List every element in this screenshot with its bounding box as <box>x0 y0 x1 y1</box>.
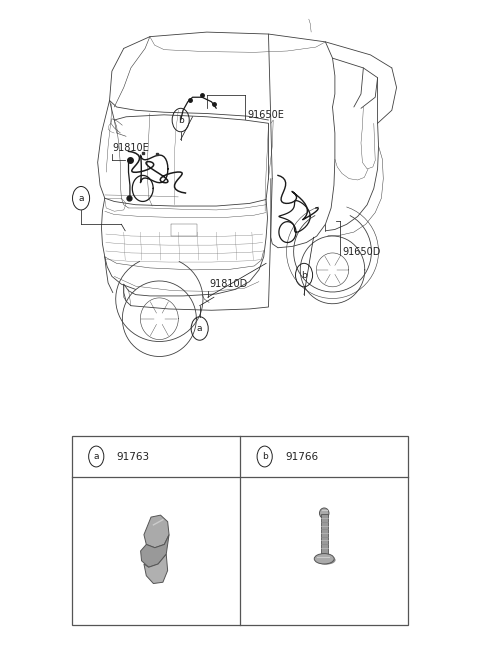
Text: a: a <box>94 452 99 461</box>
Text: 91810E: 91810E <box>112 143 149 152</box>
Ellipse shape <box>320 508 329 518</box>
Text: 91650E: 91650E <box>247 110 284 120</box>
Text: a: a <box>78 194 84 203</box>
Text: a: a <box>197 324 203 333</box>
Ellipse shape <box>317 556 336 564</box>
Text: 91810D: 91810D <box>209 279 247 290</box>
Polygon shape <box>144 555 168 583</box>
Bar <box>321 514 327 558</box>
Polygon shape <box>144 515 169 548</box>
Text: 91650D: 91650D <box>342 247 380 257</box>
Text: 91766: 91766 <box>285 451 318 461</box>
Bar <box>72 436 408 625</box>
Text: b: b <box>301 271 307 280</box>
Text: 91763: 91763 <box>117 451 150 461</box>
Ellipse shape <box>314 554 334 564</box>
Text: b: b <box>178 116 183 125</box>
Polygon shape <box>141 535 169 567</box>
Text: b: b <box>262 452 267 461</box>
